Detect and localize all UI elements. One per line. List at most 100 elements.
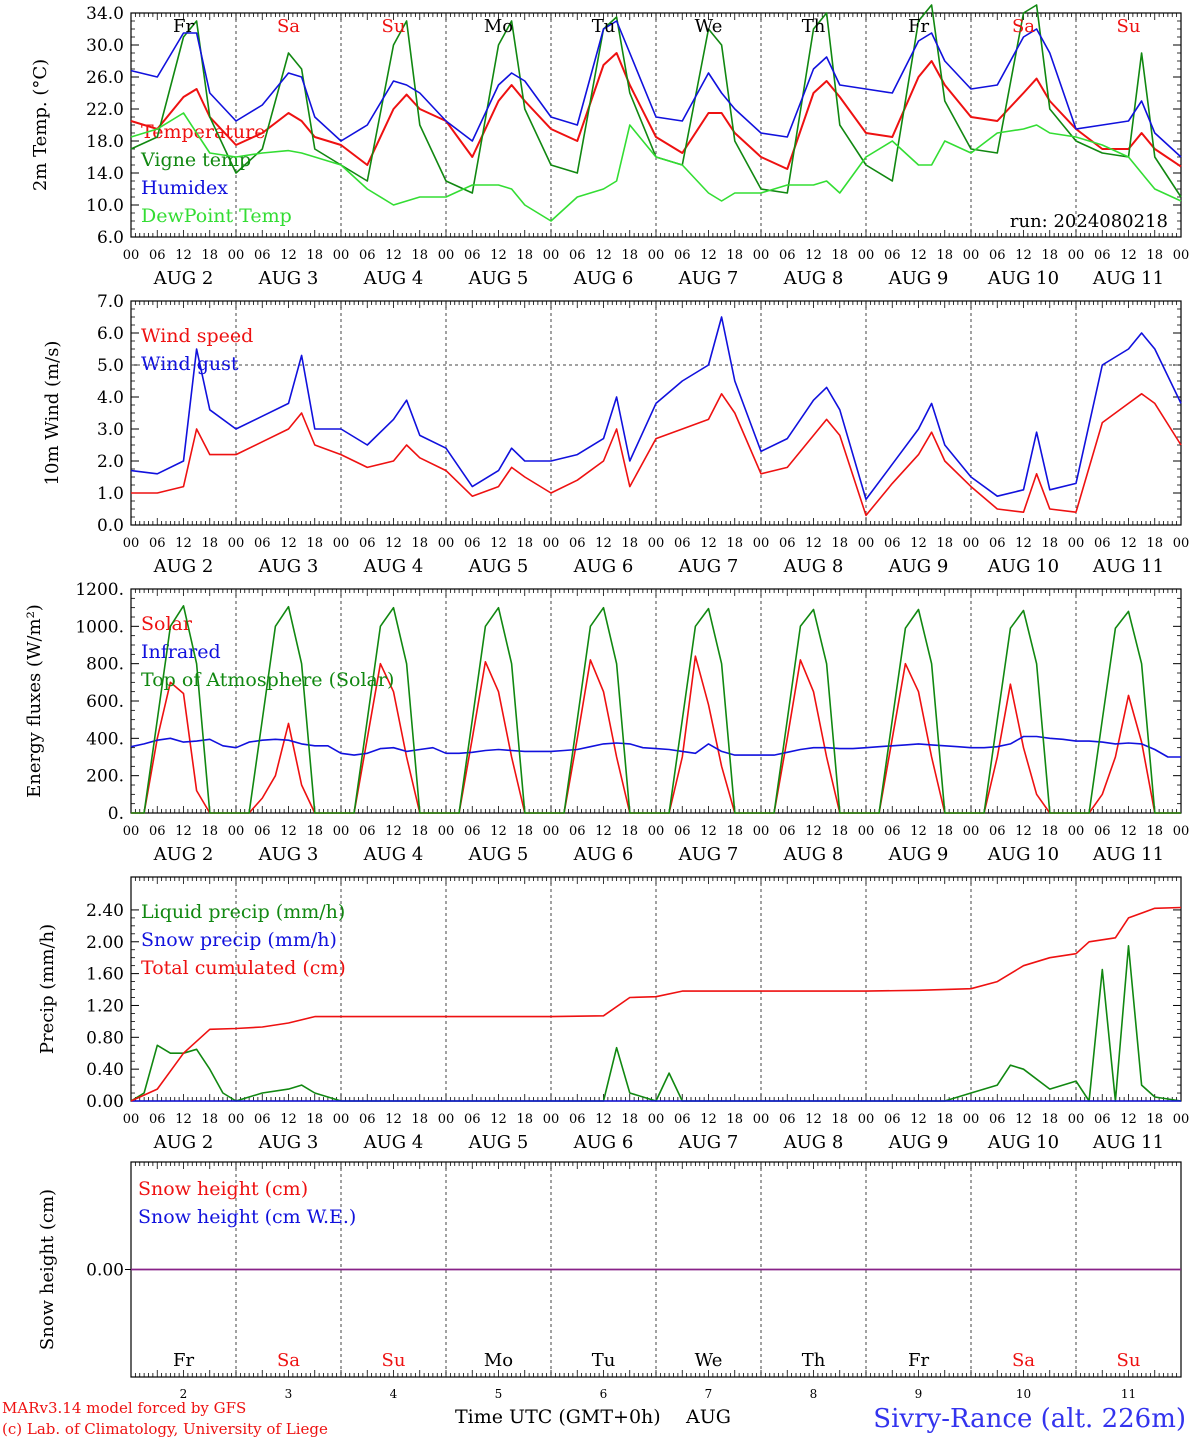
y-tick-label: 600.	[86, 692, 124, 712]
hour-label: 12	[595, 824, 612, 839]
hour-label: 00	[123, 1112, 140, 1127]
y-tick-label: 34.0	[86, 4, 124, 24]
date-label: AUG 11	[1092, 844, 1164, 865]
hour-label: 18	[936, 1112, 953, 1127]
hour-label: 12	[1120, 824, 1137, 839]
hour-label: 06	[359, 536, 376, 551]
hour-label: 18	[1146, 248, 1163, 263]
y-tick-label: 18.0	[86, 132, 124, 152]
y-tick-label: 0.00	[86, 1092, 124, 1112]
hour-label: 06	[569, 824, 586, 839]
hour-label: 06	[464, 248, 481, 263]
hour-label: 12	[805, 1112, 822, 1127]
hour-label: 18	[306, 1112, 323, 1127]
date-label: AUG 8	[783, 268, 844, 289]
hour-label: 12	[385, 248, 402, 263]
hour-label: 12	[805, 536, 822, 551]
legend-entry: Vigne temp	[140, 149, 251, 171]
panel-wind: 7.0 6.0 5.0 4.0 3.0 2.0 1.0 0.0 10m Wind (m/s) Wi…	[42, 292, 1189, 577]
hour-label: 18	[621, 824, 638, 839]
hour-label: 18	[1146, 536, 1163, 551]
hour-label: 06	[1094, 536, 1111, 551]
date-label: AUG 6	[573, 1132, 634, 1153]
hour-label: 06	[989, 536, 1006, 551]
hour-label: 06	[464, 824, 481, 839]
panel-snow: 0.00 Snow height (cm) Snow height (cm) Snow…	[37, 1161, 1182, 1401]
hour-label: 18	[306, 248, 323, 263]
hour-label: 18	[516, 536, 533, 551]
hour-label: 00	[228, 824, 245, 839]
hour-label: 06	[464, 536, 481, 551]
hour-label: 18	[411, 1112, 428, 1127]
hour-label: 12	[1120, 536, 1137, 551]
hour-label: 18	[726, 248, 743, 263]
day-of-week-label: Sa	[277, 1350, 300, 1371]
hour-label: 06	[149, 824, 166, 839]
hour-label: 18	[201, 1112, 218, 1127]
date-label: AUG 8	[783, 844, 844, 865]
hour-label: 12	[805, 824, 822, 839]
y-axis-label: Energy fluxes (W/m²)	[24, 604, 45, 798]
date-label: AUG 7	[678, 268, 739, 289]
hour-label: 06	[674, 824, 691, 839]
day-number-label: 6	[600, 1387, 608, 1401]
y-tick-label: 22.0	[86, 100, 124, 120]
hour-label: 12	[1015, 1112, 1032, 1127]
date-label: AUG 10	[987, 1132, 1059, 1153]
y-axis-label: 10m Wind (m/s)	[42, 341, 63, 486]
y-tick-label: 800.	[86, 655, 124, 675]
hour-label: 18	[516, 824, 533, 839]
legend-entry: Total cumulated (cm)	[141, 957, 346, 979]
hour-label: 06	[359, 248, 376, 263]
day-number-label: 7	[705, 1387, 713, 1401]
hour-label: 06	[359, 1112, 376, 1127]
hour-label: 00	[333, 1112, 350, 1127]
day-of-week-label: Tu	[592, 1350, 616, 1371]
legend-entry: Temperature	[141, 121, 265, 143]
day-number-label: 10	[1016, 1387, 1031, 1401]
y-tick-label: 10.0	[86, 196, 124, 216]
legend-entry: Snow precip (mm/h)	[141, 929, 337, 951]
day-number-label: 2	[180, 1387, 188, 1401]
hour-label: 12	[280, 824, 297, 839]
hour-label: 00	[648, 1112, 665, 1127]
hour-label: 06	[674, 248, 691, 263]
day-of-week-label: Fr	[908, 16, 929, 37]
credit-line-2: (c) Lab. of Climatology, University of L…	[2, 1420, 328, 1438]
legend-entry: Solar	[141, 613, 193, 635]
hour-label: 18	[516, 1112, 533, 1127]
hour-label: 18	[411, 824, 428, 839]
hour-label: 12	[910, 536, 927, 551]
day-of-week-label: Su	[1117, 16, 1141, 37]
y-axis-label: 2m Temp. (°C)	[30, 59, 51, 191]
hour-label: 18	[1146, 1112, 1163, 1127]
day-of-week-label: Su	[382, 1350, 406, 1371]
plot-frame	[130, 12, 1182, 238]
hour-label: 00	[543, 1112, 560, 1127]
y-tick-label: 30.0	[86, 36, 124, 56]
hour-label: 18	[201, 824, 218, 839]
y-tick-label: 2.0	[97, 452, 124, 472]
legend-entry: Snow height (cm)	[138, 1178, 308, 1200]
hour-label: 06	[779, 536, 796, 551]
hour-label: 00	[438, 1112, 455, 1127]
hour-label: 06	[884, 824, 901, 839]
date-label: AUG 6	[573, 556, 634, 577]
day-of-week-label: Sa	[1012, 16, 1035, 37]
hour-label: 00	[963, 536, 980, 551]
day-of-week-label: Su	[382, 16, 406, 37]
hour-label: 12	[280, 248, 297, 263]
legend-entry: Humidex	[141, 177, 228, 199]
date-label: AUG 6	[573, 268, 634, 289]
hour-label: 00	[1068, 536, 1085, 551]
date-label: AUG 8	[783, 556, 844, 577]
legend-entry: Wind gust	[141, 353, 239, 375]
hour-label: 06	[674, 1112, 691, 1127]
hour-label: 00	[228, 536, 245, 551]
y-tick-label: 2.00	[86, 933, 124, 953]
hour-label: 00	[648, 824, 665, 839]
day-of-week-label: Th	[802, 16, 826, 37]
hour-label: 18	[726, 824, 743, 839]
day-of-week-label: We	[695, 16, 723, 37]
hour-label: 06	[989, 248, 1006, 263]
